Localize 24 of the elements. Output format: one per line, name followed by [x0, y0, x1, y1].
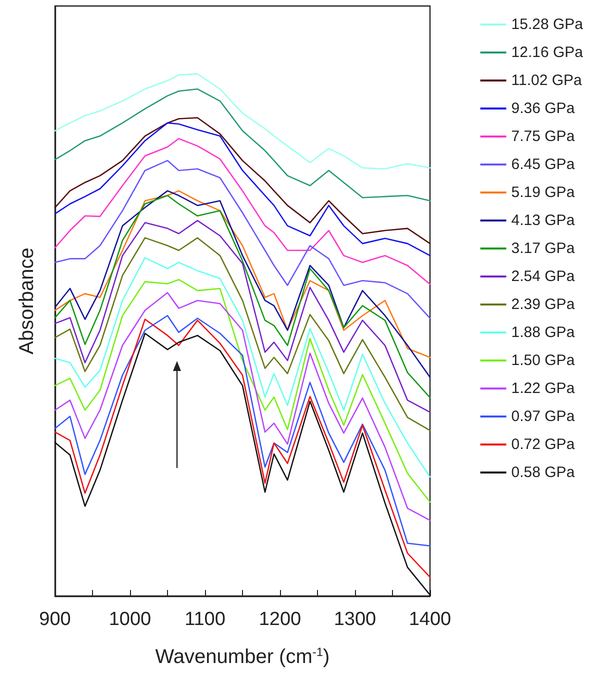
legend-label: 5.19 GPa: [511, 184, 576, 201]
x-tick-label: 1300: [334, 609, 376, 630]
legend-label: 6.45 GPa: [511, 156, 576, 173]
legend-label: 3.17 GPa: [511, 240, 576, 257]
legend-label: 2.39 GPa: [511, 296, 576, 313]
x-tick-label: 1400: [408, 609, 452, 630]
legend-label: 2.54 GPa: [511, 268, 576, 285]
legend-label: 12.16 GPa: [511, 44, 584, 61]
legend-label: 0.58 GPa: [511, 464, 576, 481]
x-tick-label: 1200: [258, 609, 302, 630]
legend-label: 11.02 GPa: [511, 72, 583, 89]
legend-label: 0.72 GPa: [511, 436, 576, 453]
legend-label: 1.88 GPa: [511, 324, 576, 341]
legend-label: 9.36 GPa: [511, 100, 576, 117]
legend-label: 1.50 GPa: [511, 352, 576, 369]
x-tick-label: 1100: [184, 609, 226, 630]
y-axis-title: Absorbance: [16, 248, 38, 354]
legend-label: 4.13 GPa: [511, 212, 576, 229]
legend-label: 15.28 GPa: [511, 16, 584, 33]
legend-label: 0.97 GPa: [511, 408, 576, 425]
x-tick-label: 900: [39, 609, 71, 630]
legend-label: 1.22 GPa: [511, 380, 576, 397]
x-tick-label: 1000: [108, 609, 152, 630]
legend-label: 7.75 GPa: [511, 128, 576, 145]
